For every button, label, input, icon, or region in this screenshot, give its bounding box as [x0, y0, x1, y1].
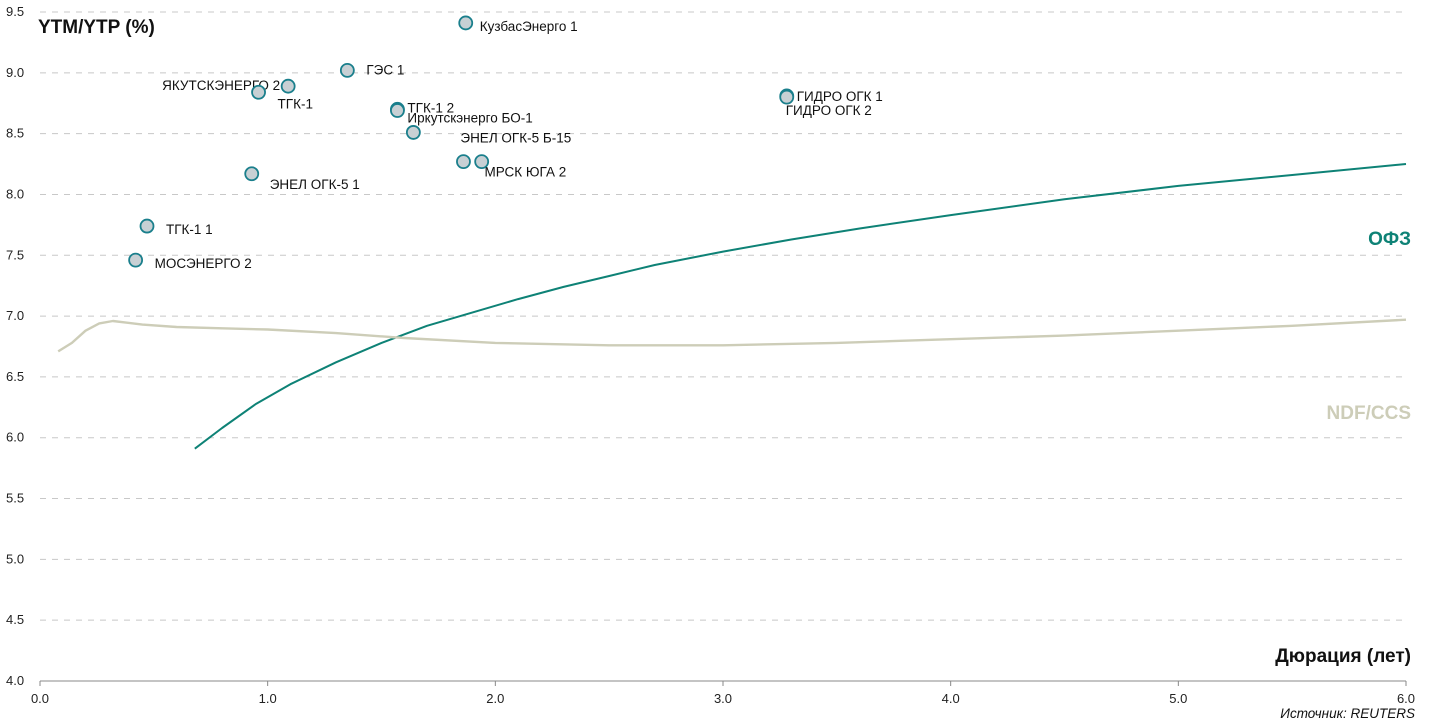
y-tick-label: 6.5: [6, 369, 24, 384]
series-lines: [57, 163, 1407, 450]
y-tick-label: 4.5: [6, 612, 24, 627]
data-point: [390, 103, 405, 118]
y-tick-label: 9.0: [6, 65, 24, 80]
series-label-ndf: NDF/CCS: [1327, 403, 1411, 424]
data-point: [405, 125, 421, 140]
y-tick-label: 5.0: [6, 551, 24, 566]
data-point: [779, 89, 795, 105]
data-points: КузбасЭнерго 1 ГЭС 1 ЯКУТСКЭНЕРГО 2 ТГК-1 ТГ…: [128, 15, 883, 271]
y-tick-label: 5.5: [6, 491, 24, 506]
x-tick-label: 4.0: [942, 691, 960, 706]
y-axis-title: YTM/YTP (%): [38, 17, 155, 38]
series-label-ofz: ОФЗ: [1368, 229, 1411, 250]
data-point: [456, 154, 471, 170]
data-point: [280, 78, 296, 94]
data-point: [474, 154, 490, 170]
x-tick-label: 1.0: [259, 691, 277, 706]
data-point: [458, 15, 474, 31]
x-axis-title: Дюрация (лет): [1275, 646, 1411, 667]
point-label: КузбасЭнерго 1: [480, 19, 578, 34]
y-tick-label: 8.0: [6, 186, 24, 201]
y-tick-label: 7.0: [6, 308, 24, 323]
source-note: Источник: REUTERS: [1280, 706, 1415, 721]
data-point: [244, 166, 260, 182]
data-point: [339, 62, 355, 78]
x-tick-label: 5.0: [1169, 691, 1187, 706]
data-point: [139, 218, 155, 234]
point-label: ЭНЕЛ ОГК-5 Б-15: [460, 130, 571, 145]
data-point: [251, 84, 266, 100]
point-label: ТГК-1 2: [407, 100, 454, 115]
point-label: Иркутскэнерго БО-1: [407, 111, 532, 126]
y-tick-label: 7.5: [6, 247, 24, 262]
y-tick-label: 9.5: [6, 4, 24, 19]
point-label: ЭНЕЛ ОГК-5 1: [270, 177, 360, 192]
point-label: ГИДРО ОГК 1: [797, 89, 883, 104]
x-tick-label: 6.0: [1397, 691, 1415, 706]
ofz-curve: [194, 163, 1407, 450]
point-label: ЯКУТСКЭНЕРГО 2: [162, 78, 280, 93]
point-label: МРСК ЮГА 2: [484, 165, 566, 180]
y-axis-ticks: 4.0 4.5 5.0 5.5 6.0 6.5 7.0 7.5 8.0 8.5 9.0 9.5: [6, 4, 24, 688]
y-tick-label: 6.0: [6, 430, 24, 445]
y-tick-label: 8.5: [6, 126, 24, 141]
y-tick-label: 4.0: [6, 673, 24, 688]
data-point: [128, 252, 144, 268]
point-label: МОСЭНЕРГО 2: [155, 256, 252, 271]
x-axis-ticks: 0.0 1.0 2.0 3.0 4.0 5.0 6.0: [31, 681, 1415, 706]
x-tick-label: 0.0: [31, 691, 49, 706]
ndf-ccs-curve: [57, 318, 1407, 353]
point-label: ТГК-1 1: [166, 222, 213, 237]
x-tick-label: 3.0: [714, 691, 732, 706]
x-tick-label: 2.0: [486, 691, 504, 706]
point-label: ГИДРО ОГК 2: [786, 103, 872, 118]
gridlines: [40, 11, 1406, 621]
point-label: ГЭС 1: [366, 62, 404, 77]
point-label: ТГК-1: [278, 96, 313, 111]
